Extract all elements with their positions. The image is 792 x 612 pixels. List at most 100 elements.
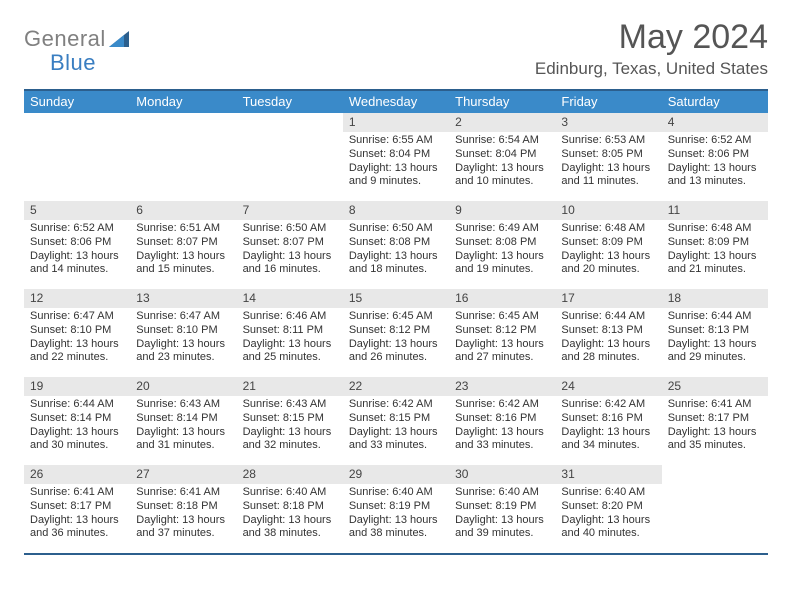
day-number: 6	[130, 201, 236, 220]
sunset: Sunset: 8:05 PM	[561, 148, 655, 162]
day-body: Sunrise: 6:49 AMSunset: 8:08 PMDaylight:…	[449, 220, 555, 281]
day-number: 19	[24, 377, 130, 396]
daylight: Daylight: 13 hours and 27 minutes.	[455, 338, 549, 366]
daylight: Daylight: 13 hours and 9 minutes.	[349, 162, 443, 190]
day-body: Sunrise: 6:51 AMSunset: 8:07 PMDaylight:…	[130, 220, 236, 281]
day-number: 3	[555, 113, 661, 132]
sunset: Sunset: 8:09 PM	[561, 236, 655, 250]
day-number: 20	[130, 377, 236, 396]
day-body: Sunrise: 6:45 AMSunset: 8:12 PMDaylight:…	[449, 308, 555, 369]
sunset: Sunset: 8:19 PM	[455, 500, 549, 514]
day-cell	[24, 113, 130, 201]
sunrise: Sunrise: 6:44 AM	[561, 310, 655, 324]
sunrise: Sunrise: 6:41 AM	[136, 486, 230, 500]
sunrise: Sunrise: 6:46 AM	[243, 310, 337, 324]
daylight: Daylight: 13 hours and 15 minutes.	[136, 250, 230, 278]
sunrise: Sunrise: 6:40 AM	[349, 486, 443, 500]
sunset: Sunset: 8:09 PM	[668, 236, 762, 250]
day-cell: 8Sunrise: 6:50 AMSunset: 8:08 PMDaylight…	[343, 201, 449, 289]
day-number: 25	[662, 377, 768, 396]
day-body: Sunrise: 6:40 AMSunset: 8:19 PMDaylight:…	[449, 484, 555, 545]
day-cell: 1Sunrise: 6:55 AMSunset: 8:04 PMDaylight…	[343, 113, 449, 201]
sunrise: Sunrise: 6:40 AM	[243, 486, 337, 500]
day-header-row: SundayMondayTuesdayWednesdayThursdayFrid…	[24, 91, 768, 113]
day-body	[24, 117, 130, 123]
daylight: Daylight: 13 hours and 31 minutes.	[136, 426, 230, 454]
day-body: Sunrise: 6:40 AMSunset: 8:18 PMDaylight:…	[237, 484, 343, 545]
daylight: Daylight: 13 hours and 18 minutes.	[349, 250, 443, 278]
day-cell: 23Sunrise: 6:42 AMSunset: 8:16 PMDayligh…	[449, 377, 555, 465]
sunset: Sunset: 8:07 PM	[136, 236, 230, 250]
sunrise: Sunrise: 6:42 AM	[455, 398, 549, 412]
sunrise: Sunrise: 6:44 AM	[668, 310, 762, 324]
sunrise: Sunrise: 6:45 AM	[455, 310, 549, 324]
day-number: 16	[449, 289, 555, 308]
day-body: Sunrise: 6:44 AMSunset: 8:13 PMDaylight:…	[555, 308, 661, 369]
sunrise: Sunrise: 6:48 AM	[561, 222, 655, 236]
sunrise: Sunrise: 6:49 AM	[455, 222, 549, 236]
sunrise: Sunrise: 6:53 AM	[561, 134, 655, 148]
day-cell: 21Sunrise: 6:43 AMSunset: 8:15 PMDayligh…	[237, 377, 343, 465]
sunset: Sunset: 8:20 PM	[561, 500, 655, 514]
day-body: Sunrise: 6:48 AMSunset: 8:09 PMDaylight:…	[662, 220, 768, 281]
week-row: 5Sunrise: 6:52 AMSunset: 8:06 PMDaylight…	[24, 201, 768, 289]
day-number: 14	[237, 289, 343, 308]
calendar: SundayMondayTuesdayWednesdayThursdayFrid…	[24, 89, 768, 555]
sunset: Sunset: 8:06 PM	[668, 148, 762, 162]
day-cell: 20Sunrise: 6:43 AMSunset: 8:14 PMDayligh…	[130, 377, 236, 465]
day-cell	[662, 465, 768, 553]
daylight: Daylight: 13 hours and 14 minutes.	[30, 250, 124, 278]
day-body	[662, 469, 768, 475]
sunrise: Sunrise: 6:41 AM	[30, 486, 124, 500]
day-body: Sunrise: 6:55 AMSunset: 8:04 PMDaylight:…	[343, 132, 449, 193]
logo-text-blue: Blue	[50, 50, 96, 75]
sunrise: Sunrise: 6:47 AM	[136, 310, 230, 324]
sunset: Sunset: 8:15 PM	[349, 412, 443, 426]
day-number: 31	[555, 465, 661, 484]
day-cell: 17Sunrise: 6:44 AMSunset: 8:13 PMDayligh…	[555, 289, 661, 377]
week-row: 19Sunrise: 6:44 AMSunset: 8:14 PMDayligh…	[24, 377, 768, 465]
daylight: Daylight: 13 hours and 38 minutes.	[243, 514, 337, 542]
day-header: Sunday	[24, 91, 130, 113]
day-body: Sunrise: 6:43 AMSunset: 8:15 PMDaylight:…	[237, 396, 343, 457]
day-cell: 29Sunrise: 6:40 AMSunset: 8:19 PMDayligh…	[343, 465, 449, 553]
week-row: 12Sunrise: 6:47 AMSunset: 8:10 PMDayligh…	[24, 289, 768, 377]
sunrise: Sunrise: 6:43 AM	[243, 398, 337, 412]
sunset: Sunset: 8:17 PM	[30, 500, 124, 514]
daylight: Daylight: 13 hours and 11 minutes.	[561, 162, 655, 190]
daylight: Daylight: 13 hours and 29 minutes.	[668, 338, 762, 366]
day-body: Sunrise: 6:53 AMSunset: 8:05 PMDaylight:…	[555, 132, 661, 193]
day-number: 10	[555, 201, 661, 220]
sunrise: Sunrise: 6:41 AM	[668, 398, 762, 412]
day-body: Sunrise: 6:40 AMSunset: 8:19 PMDaylight:…	[343, 484, 449, 545]
daylight: Daylight: 13 hours and 28 minutes.	[561, 338, 655, 366]
sunrise: Sunrise: 6:52 AM	[668, 134, 762, 148]
sunrise: Sunrise: 6:42 AM	[349, 398, 443, 412]
day-number: 27	[130, 465, 236, 484]
sunset: Sunset: 8:14 PM	[30, 412, 124, 426]
day-body: Sunrise: 6:46 AMSunset: 8:11 PMDaylight:…	[237, 308, 343, 369]
day-number: 17	[555, 289, 661, 308]
month-title: May 2024	[535, 18, 768, 57]
day-number: 11	[662, 201, 768, 220]
day-number: 18	[662, 289, 768, 308]
day-body: Sunrise: 6:47 AMSunset: 8:10 PMDaylight:…	[130, 308, 236, 369]
sunset: Sunset: 8:12 PM	[455, 324, 549, 338]
daylight: Daylight: 13 hours and 22 minutes.	[30, 338, 124, 366]
daylight: Daylight: 13 hours and 26 minutes.	[349, 338, 443, 366]
sunset: Sunset: 8:06 PM	[30, 236, 124, 250]
day-number: 1	[343, 113, 449, 132]
day-cell: 26Sunrise: 6:41 AMSunset: 8:17 PMDayligh…	[24, 465, 130, 553]
sunrise: Sunrise: 6:50 AM	[349, 222, 443, 236]
day-cell: 4Sunrise: 6:52 AMSunset: 8:06 PMDaylight…	[662, 113, 768, 201]
day-cell: 31Sunrise: 6:40 AMSunset: 8:20 PMDayligh…	[555, 465, 661, 553]
day-cell: 18Sunrise: 6:44 AMSunset: 8:13 PMDayligh…	[662, 289, 768, 377]
daylight: Daylight: 13 hours and 23 minutes.	[136, 338, 230, 366]
sunset: Sunset: 8:08 PM	[455, 236, 549, 250]
day-cell: 12Sunrise: 6:47 AMSunset: 8:10 PMDayligh…	[24, 289, 130, 377]
day-body	[237, 117, 343, 123]
day-number: 23	[449, 377, 555, 396]
day-body: Sunrise: 6:42 AMSunset: 8:16 PMDaylight:…	[555, 396, 661, 457]
sunrise: Sunrise: 6:45 AM	[349, 310, 443, 324]
header: General May 2024 Edinburg, Texas, United…	[24, 18, 768, 79]
